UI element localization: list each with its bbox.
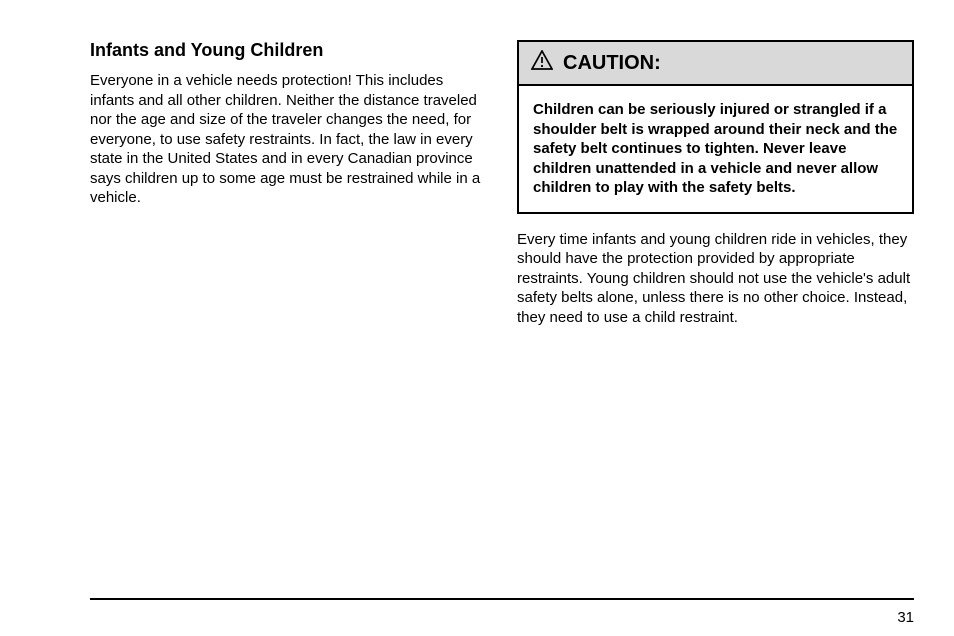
caution-box: CAUTION: Children can be seriously injur… bbox=[517, 40, 914, 214]
page-number: 31 bbox=[897, 609, 914, 626]
right-paragraph: Every time infants and young children ri… bbox=[517, 230, 914, 328]
left-column: Infants and Young Children Everyone in a… bbox=[90, 40, 487, 327]
warning-triangle-icon bbox=[531, 50, 553, 76]
caution-body: Children can be seriously injured or str… bbox=[519, 86, 912, 212]
caution-header: CAUTION: bbox=[519, 42, 912, 86]
section-heading: Infants and Young Children bbox=[90, 40, 487, 61]
footer-rule bbox=[90, 598, 914, 600]
right-column: CAUTION: Children can be seriously injur… bbox=[517, 40, 914, 327]
page-content: Infants and Young Children Everyone in a… bbox=[0, 0, 954, 327]
section-paragraph: Everyone in a vehicle needs protection! … bbox=[90, 71, 487, 208]
caution-title: CAUTION: bbox=[563, 52, 661, 75]
